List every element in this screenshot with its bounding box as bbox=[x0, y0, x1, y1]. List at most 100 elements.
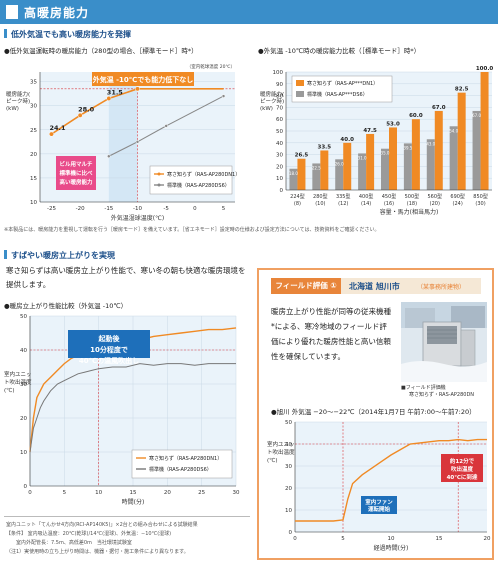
x-tick-label: -25 bbox=[47, 206, 56, 212]
bar-kansa bbox=[320, 150, 329, 190]
field-unit-photo bbox=[401, 302, 487, 382]
bar-label-kansa: 33.5 bbox=[318, 144, 332, 150]
y-tick-label: 50 bbox=[20, 314, 27, 320]
y-tick-label: 10 bbox=[20, 450, 27, 456]
series-line bbox=[295, 438, 487, 522]
y-tick-label: 60 bbox=[276, 117, 283, 123]
bar-kansa bbox=[343, 142, 352, 190]
bar-label-kansa: 47.5 bbox=[363, 128, 377, 134]
bar-standard bbox=[449, 126, 458, 190]
x-tick-label: 450型 bbox=[382, 193, 397, 200]
series-line bbox=[108, 95, 224, 157]
y-axis-label: 室内ユニッ bbox=[267, 440, 295, 448]
bar-kansa bbox=[389, 127, 397, 190]
x-tick-label: (30) bbox=[475, 201, 485, 207]
x-tick-label: 224型 bbox=[290, 193, 305, 200]
callout-box bbox=[68, 330, 150, 358]
y-axis-label: ピーク時) bbox=[6, 97, 30, 105]
callout-left-box bbox=[56, 156, 96, 190]
legend-marker bbox=[157, 183, 161, 187]
legend bbox=[131, 449, 233, 479]
condition-line-4: （注1）実使用時の立ち上がり時間は、機器・据付・施工条件により異なります。 bbox=[6, 549, 189, 555]
y-axis-label: 室内ユニッ bbox=[4, 370, 32, 378]
chart3-title: ●暖房立上がり性能比較（外気温 -10℃） bbox=[4, 302, 128, 310]
y-axis-label: ピーク時) bbox=[260, 97, 284, 105]
callout-fan-box bbox=[361, 496, 397, 514]
y-tick-label: 10 bbox=[30, 200, 37, 206]
bar-kansa bbox=[480, 72, 489, 190]
y-tick-label: 15 bbox=[30, 176, 37, 182]
y-tick-label: 40 bbox=[276, 141, 283, 147]
x-tick-label: (24) bbox=[453, 201, 463, 207]
x-tick-label: 0 bbox=[293, 536, 297, 542]
x-tick-label: (10) bbox=[315, 201, 325, 207]
y-tick-label: 30 bbox=[285, 464, 292, 470]
chart-low-temp-capacity: （室内乾球温度 20℃） 10 15 20 25 30 35 -25 -20 -15 -10 -5 0 5… bbox=[6, 63, 240, 222]
field-label: フィールド評価 ① bbox=[271, 278, 341, 294]
bar-standard bbox=[472, 110, 481, 190]
x-tick-label: 20 bbox=[484, 536, 491, 542]
bar-kansa bbox=[366, 133, 375, 190]
bar-standard bbox=[403, 143, 412, 190]
bar-standard bbox=[426, 139, 435, 190]
x-tick-label: 25 bbox=[198, 490, 205, 496]
y-tick-label: 10 bbox=[276, 176, 283, 182]
x-tick-label: 5 bbox=[222, 206, 226, 212]
y-tick-label: 80 bbox=[276, 94, 283, 100]
y-tick-label: 20 bbox=[285, 486, 292, 492]
bar-label-kansa: 67.0 bbox=[432, 105, 446, 111]
legend-label: 標準機（RAS-AP280DS6） bbox=[167, 182, 230, 189]
series-line bbox=[29, 363, 236, 453]
legend-label: 標準機（RAS-AP280DS6） bbox=[149, 466, 212, 473]
section2-body: 寒さ知らずは高い暖房立上がり性能で、寒い冬の朝も快適な暖房環境を提供します。 bbox=[6, 266, 246, 289]
bar-label-standard: 39.5 bbox=[403, 145, 412, 150]
y-axis-label: (℃) bbox=[4, 387, 14, 394]
condition-line-2: 【条件】 室内吸込温度：20℃(乾球)/14℃(湿球)、外気温：−10℃(湿球) bbox=[6, 531, 172, 537]
y-axis-label: (kW) bbox=[6, 106, 19, 112]
y-tick-label: 0 bbox=[280, 188, 284, 194]
x-tick-label: (14) bbox=[361, 201, 371, 207]
data-point bbox=[106, 96, 112, 101]
x-tick-label: (20) bbox=[430, 201, 440, 207]
x-tick-label: 15 bbox=[436, 536, 443, 542]
y-tick-label: 30 bbox=[276, 153, 283, 159]
bar-label-standard: 22.5 bbox=[312, 165, 321, 170]
bar-standard bbox=[289, 168, 298, 190]
callout-left-text: ビル用マルチ bbox=[59, 160, 93, 168]
bar-kansa bbox=[411, 119, 420, 190]
x-tick-label: 690型 bbox=[450, 193, 465, 200]
x-tick-label: (8) bbox=[294, 201, 301, 207]
bar-standard bbox=[335, 159, 344, 190]
y-tick-label: 25 bbox=[30, 128, 37, 134]
y-tick-label: 0 bbox=[289, 530, 293, 536]
field-location-sub: （某事務所建物） bbox=[417, 284, 466, 291]
callout-text: 起動後 bbox=[98, 334, 121, 343]
x-axis-label: 容量・馬力(相当馬力) bbox=[380, 208, 439, 216]
callout-reach-text: 約12分で bbox=[450, 457, 475, 465]
callout-left-text: 高い暖房能力 bbox=[59, 178, 93, 186]
photo-caption-1: ■フィールド評価機 bbox=[401, 385, 446, 391]
x-tick-label: 10 bbox=[388, 536, 395, 542]
chart-capacity-comparison: 0 10 20 30 40 50 60 70 80 90 100 18.0 26.5 224型(8) 22.… bbox=[260, 66, 493, 216]
note-top: （室内乾球温度 20℃） bbox=[187, 63, 235, 70]
section1-footnote: ※本製品には、暖房能力を重視して運転を行う［暖房モード］を備えています。［省エネ… bbox=[4, 227, 380, 233]
callout-reach-text: 吹出温度 bbox=[451, 465, 474, 473]
photo-caption-2: 寒さ知らず・RAS-AP280DN bbox=[409, 392, 475, 398]
x-tick-label: 15 bbox=[130, 490, 137, 496]
x-tick-label: (18) bbox=[407, 201, 417, 207]
data-label: 24.1 bbox=[49, 124, 66, 132]
chart2-title: ●外気温 -10℃時の暖房能力比較（［標準モード］時*） bbox=[258, 47, 421, 55]
x-tick-label: 5 bbox=[341, 536, 345, 542]
data-point bbox=[49, 131, 54, 137]
x-tick-label: 500型 bbox=[405, 193, 420, 200]
legend-label: 寒さ知らず（RAS-AP280DN1） bbox=[149, 455, 222, 462]
y-tick-label: 20 bbox=[20, 416, 27, 422]
bar-label-kansa: 40.0 bbox=[340, 137, 354, 143]
callout-top-text: 外気温 -10℃でも能力低下なし bbox=[93, 75, 194, 84]
y-tick-label: 70 bbox=[276, 105, 283, 111]
bar-label-kansa: 26.5 bbox=[295, 153, 309, 159]
y-axis-label: 暖房能力( bbox=[6, 90, 30, 98]
chart4-title: ●旭川 外気温 −20〜−22℃（2014年1月7日 午前7:00〜午前7:20… bbox=[271, 408, 476, 416]
conditions-box: 室内ユニット「てんかせ4方向(RCI-AP140K5)」×2台との組み合わせによ… bbox=[4, 516, 250, 562]
x-tick-label: 10 bbox=[95, 490, 102, 496]
